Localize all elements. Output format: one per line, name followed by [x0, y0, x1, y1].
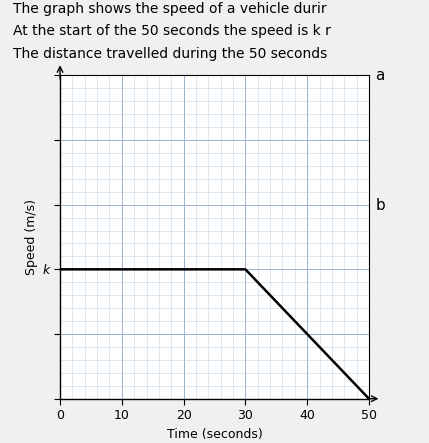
- Text: At the start of the 50 seconds the speed is k r: At the start of the 50 seconds the speed…: [13, 24, 331, 39]
- Text: The distance travelled during the 50 seconds: The distance travelled during the 50 sec…: [13, 47, 327, 61]
- Y-axis label: Speed (m/s): Speed (m/s): [25, 199, 38, 275]
- Text: The graph shows the speed of a vehicle durir: The graph shows the speed of a vehicle d…: [13, 2, 326, 16]
- X-axis label: Time (seconds): Time (seconds): [166, 427, 263, 441]
- Text: a: a: [375, 68, 385, 83]
- Text: b: b: [375, 198, 385, 214]
